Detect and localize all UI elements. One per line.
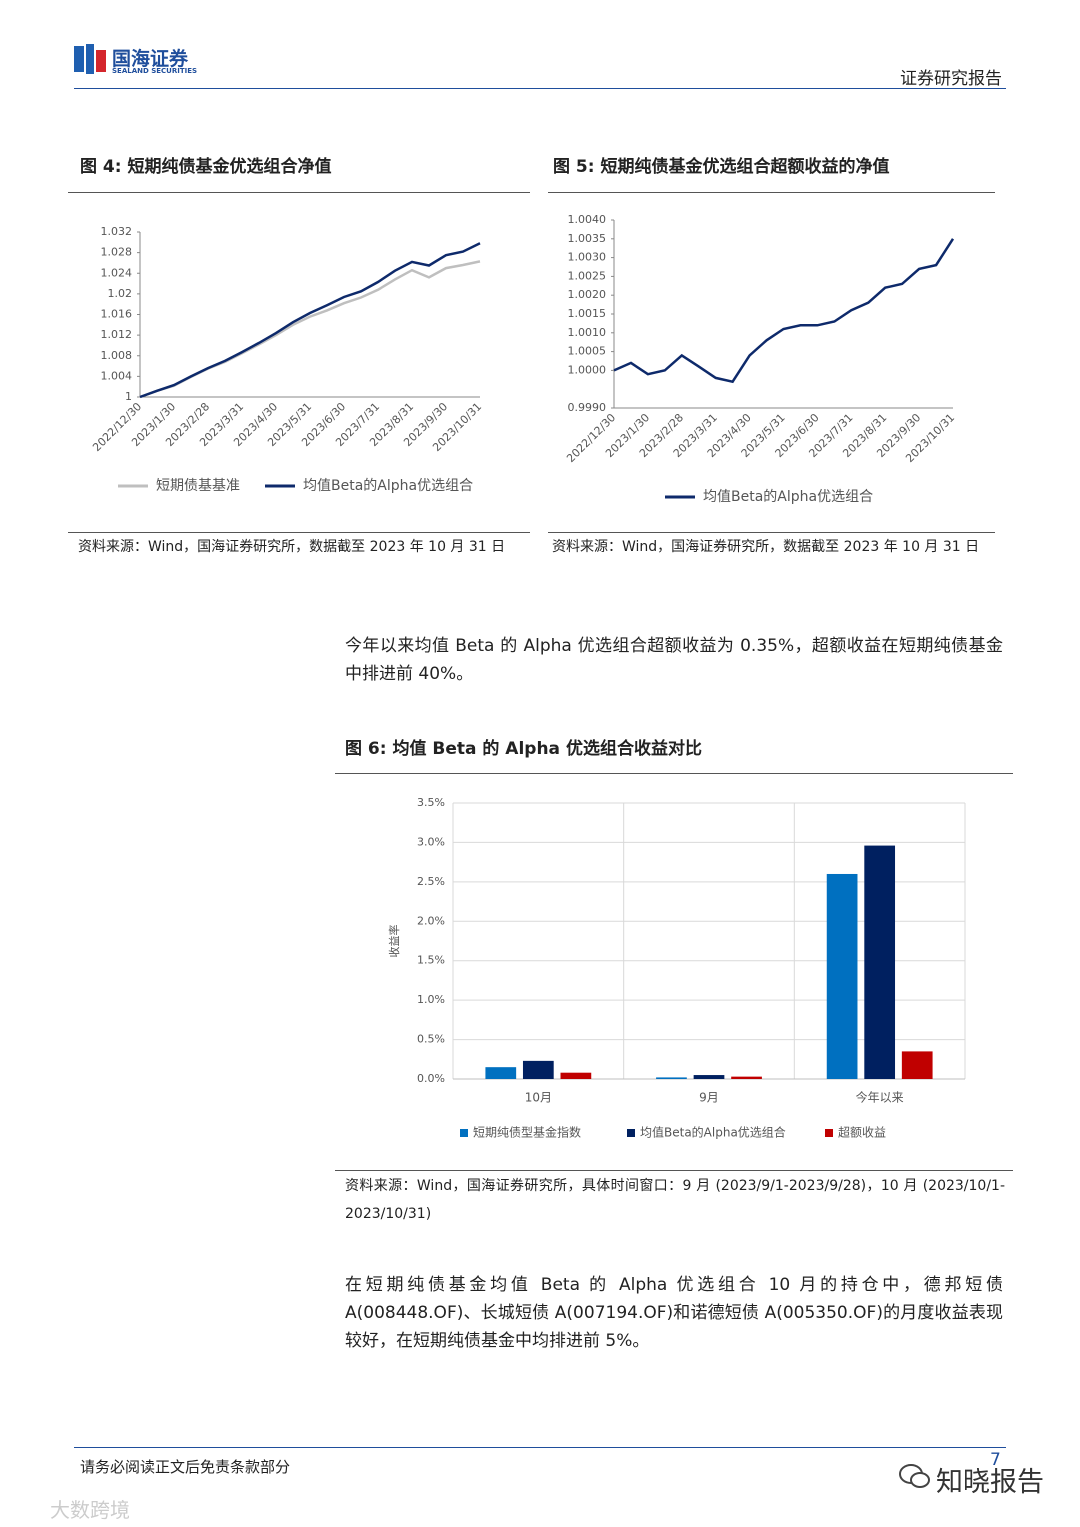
y-tick-label: 3.5% xyxy=(417,796,445,809)
rule xyxy=(335,1170,1013,1171)
y-tick-label: 0.5% xyxy=(417,1033,445,1046)
y-tick-label: 1.0025 xyxy=(568,269,607,282)
y-tick-label: 1.004 xyxy=(101,369,133,382)
chart: 1 1.004 1.008 1.012 1.016 1.02 1.024 1.028 1.032… xyxy=(90,225,484,494)
y-tick-label: 3.0% xyxy=(417,835,445,848)
bar xyxy=(693,1075,725,1079)
chart: 0.0% 0.5% 1.0% 1.5% 2.0% 2.5% 3.0% 3.5% 10月 9月 今年以… xyxy=(387,796,966,1140)
rule xyxy=(68,192,530,193)
report-type: 证券研究报告 xyxy=(900,69,1002,89)
y-tick-label: 1.0% xyxy=(417,993,445,1006)
y-tick-label: 1.0015 xyxy=(568,307,607,320)
watermark: 大数跨境 xyxy=(50,1498,130,1522)
y-tick-label: 1.0005 xyxy=(568,345,607,358)
source: 资料来源：Wind，国海证券研究所，数据截至 2023 年 10 月 31 日 xyxy=(78,539,506,555)
bar xyxy=(522,1060,554,1079)
y-tick-label: 1.0010 xyxy=(568,326,607,339)
legend-swatch xyxy=(627,1129,635,1137)
y-tick-label: 1.5% xyxy=(417,954,445,967)
y-tick-label: 0.9990 xyxy=(568,401,607,414)
y-tick-label: 1.012 xyxy=(101,328,133,341)
rule xyxy=(548,532,995,533)
logo-text: 国海证券 xyxy=(112,48,189,70)
line-series xyxy=(139,242,481,399)
logo-icon xyxy=(74,44,106,74)
x-tick-label: 今年以来 xyxy=(856,1090,904,1105)
bar xyxy=(560,1072,592,1079)
paragraph: 在短期纯债基金均值 Beta 的 Alpha 优选组合 10 月的持仓中，德邦短… xyxy=(345,1275,1003,1351)
y-tick-label: 1.028 xyxy=(101,246,133,259)
y-tick-label: 1.0000 xyxy=(568,363,607,376)
y-tick-label: 1.0040 xyxy=(568,213,607,226)
rule xyxy=(548,192,995,193)
source: 资料来源：Wind，国海证券研究所，具体时间窗口：9 月 (2023/9/1-2… xyxy=(345,1178,1005,1222)
x-tick-label: 10月 xyxy=(525,1091,552,1105)
source: 资料来源：Wind，国海证券研究所，数据截至 2023 年 10 月 31 日 xyxy=(552,539,980,555)
bar xyxy=(864,845,896,1079)
legend-label: 短期债基基准 xyxy=(156,477,240,494)
legend-label: 均值Beta的Alpha优选组合 xyxy=(703,489,873,505)
legend-swatch xyxy=(460,1129,468,1137)
bar xyxy=(485,1067,517,1079)
disclaimer: 请务必阅读正文后免责条款部分 xyxy=(80,1458,291,1476)
line-series xyxy=(613,238,955,384)
y-tick-label: 1.016 xyxy=(101,308,133,321)
y-tick-label: 1.0035 xyxy=(568,232,607,245)
y-tick-label: 0.0% xyxy=(417,1072,445,1085)
bar xyxy=(826,873,858,1079)
x-tick-label: 9月 xyxy=(699,1091,719,1105)
wechat-icon xyxy=(899,1464,930,1488)
rule xyxy=(68,532,530,533)
y-axis-label: 收益率 xyxy=(387,925,401,958)
rule xyxy=(335,773,1013,774)
y-tick-label: 1.008 xyxy=(101,349,133,362)
legend-swatch xyxy=(825,1129,833,1137)
legend-label: 短期纯债型基金指数 xyxy=(473,1125,581,1140)
y-tick-label: 1.0030 xyxy=(568,251,607,264)
y-tick-label: 1.0020 xyxy=(568,288,607,301)
y-tick-label: 2.5% xyxy=(417,875,445,888)
figure-title: 图 5: 短期纯债基金优选组合超额收益的净值 xyxy=(553,157,890,177)
chart: 0.9990 1.0000 1.0005 1.0010 1.0015 1.0020 1.00… xyxy=(564,213,957,505)
header-rule xyxy=(74,88,1006,89)
bar xyxy=(731,1076,762,1079)
figure-title: 图 4: 短期纯债基金优选组合净值 xyxy=(80,157,332,177)
watermark: 知晓报告 xyxy=(936,1467,1044,1498)
legend-label: 均值Beta的Alpha优选组合 xyxy=(303,478,473,494)
bar xyxy=(656,1077,687,1079)
logo-subtext: SEALAND SECURITIES xyxy=(112,67,198,75)
footer-rule xyxy=(74,1447,1006,1448)
y-tick-label: 1 xyxy=(125,390,132,403)
page-number: 7 xyxy=(990,1450,1001,1470)
y-tick-label: 1.032 xyxy=(101,225,133,238)
paragraph: 今年以来均值 Beta 的 Alpha 优选组合超额收益为 0.35%，超额收益… xyxy=(345,636,1003,684)
y-tick-label: 1.02 xyxy=(108,287,133,300)
bar xyxy=(901,1051,933,1079)
figure-title: 图 6: 均值 Beta 的 Alpha 优选组合收益对比 xyxy=(345,739,702,759)
y-tick-label: 1.024 xyxy=(101,266,133,279)
y-tick-label: 2.0% xyxy=(417,914,445,927)
legend-label: 均值Beta的Alpha优选组合 xyxy=(640,1125,786,1140)
legend-label: 超额收益 xyxy=(838,1125,886,1140)
